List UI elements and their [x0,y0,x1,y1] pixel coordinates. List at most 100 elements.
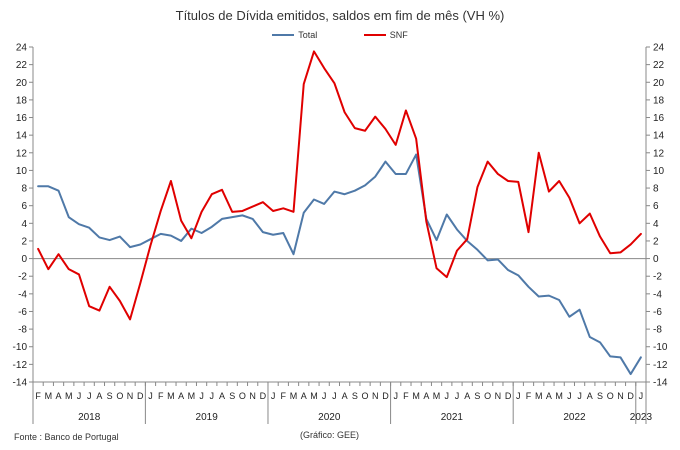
right-tick-label: 22 [653,60,665,71]
month-label: D [505,391,512,401]
left-tick-label: -8 [18,325,27,336]
month-label: F [526,391,532,401]
month-label: S [229,391,235,401]
legend-swatch-total [272,34,295,37]
month-label: J [393,391,398,401]
right-tick-label: 18 [653,95,665,106]
right-tick-label: 16 [653,113,665,124]
right-tick-label: 20 [653,78,665,89]
month-label: J [148,391,153,401]
month-label: J [516,391,521,401]
year-label: 2019 [196,412,219,423]
right-tick-label: 14 [653,131,665,142]
right-tick-label: -4 [653,289,662,300]
year-label: 2018 [78,412,101,423]
legend: Total SNF [0,29,680,40]
series-layer [37,50,642,376]
month-label: M [535,391,543,401]
month-label: M [310,391,318,401]
month-label: M [412,391,420,401]
right-tick-label: 12 [653,148,665,159]
right-tick-label: -12 [653,360,668,371]
month-label: O [362,391,369,401]
month-label: J [639,391,644,401]
month-label: M [290,391,298,401]
left-tick-label: 10 [16,166,28,177]
left-tick-label: -2 [18,272,27,283]
month-label: J [77,391,82,401]
month-label: F [403,391,409,401]
left-tick-label: 20 [16,78,28,89]
month-label: J [455,391,460,401]
month-label: D [137,391,144,401]
month-label: D [382,391,389,401]
source-note: Fonte : Banco de Portugal [14,432,119,442]
left-tick-label: 18 [16,95,28,106]
month-label: A [546,391,552,401]
month-label: N [495,391,502,401]
month-label: N [617,391,624,401]
right-tick-label: 6 [653,201,659,212]
right-tick-label: 10 [653,166,665,177]
series-line-total [37,153,642,376]
year-label: 2022 [563,412,586,423]
month-label: F [281,391,287,401]
right-tick-label: 0 [653,254,659,265]
month-label: A [342,391,348,401]
month-label: A [219,391,225,401]
month-label: A [423,391,429,401]
month-label: J [332,391,337,401]
left-tick-label: 24 [16,43,28,54]
month-label: N [372,391,379,401]
left-tick-label: 0 [21,254,27,265]
month-label: M [45,391,53,401]
month-label: A [587,391,593,401]
right-tick-label: -10 [653,342,668,353]
left-tick-label: 2 [21,236,27,247]
legend-label-snf: SNF [389,29,408,40]
legend-label-total: Total [298,29,318,40]
left-tick-label: -10 [13,342,28,353]
legend-item-total: Total [272,30,317,40]
month-label: D [260,391,267,401]
left-tick-label: -14 [13,378,28,389]
month-label: A [301,391,307,401]
month-label: O [239,391,246,401]
month-label: M [433,391,441,401]
month-label: J [199,391,204,401]
month-label: M [65,391,73,401]
left-tick-label: 14 [16,131,28,142]
right-tick-label: -2 [653,272,662,283]
left-tick-label: 8 [21,184,27,195]
month-label: D [627,391,634,401]
legend-swatch-snf [363,34,386,37]
month-label: J [271,391,276,401]
chart-credit: (Gráfico: GEE) [300,430,360,440]
left-tick-label: 22 [16,60,28,71]
month-label: A [464,391,470,401]
right-tick-label: 24 [653,43,665,54]
month-label: J [322,391,327,401]
month-label: J [210,391,215,401]
month-label: S [597,391,603,401]
right-tick-label: 4 [653,219,659,230]
legend-item-snf: SNF [363,29,408,40]
left-tick-label: 16 [16,113,28,124]
month-label: J [567,391,572,401]
month-label: F [35,391,41,401]
month-label: F [158,391,164,401]
month-label: S [352,391,358,401]
month-label: S [107,391,113,401]
right-tick-label: -8 [653,325,662,336]
year-label: 2021 [441,412,464,423]
right-tick-label: 8 [653,184,659,195]
month-label: M [167,391,175,401]
left-tick-label: -4 [18,289,27,300]
left-tick-label: 12 [16,148,28,159]
month-label: S [474,391,480,401]
left-tick-label: -6 [18,307,27,318]
right-tick-label: -6 [653,307,662,318]
